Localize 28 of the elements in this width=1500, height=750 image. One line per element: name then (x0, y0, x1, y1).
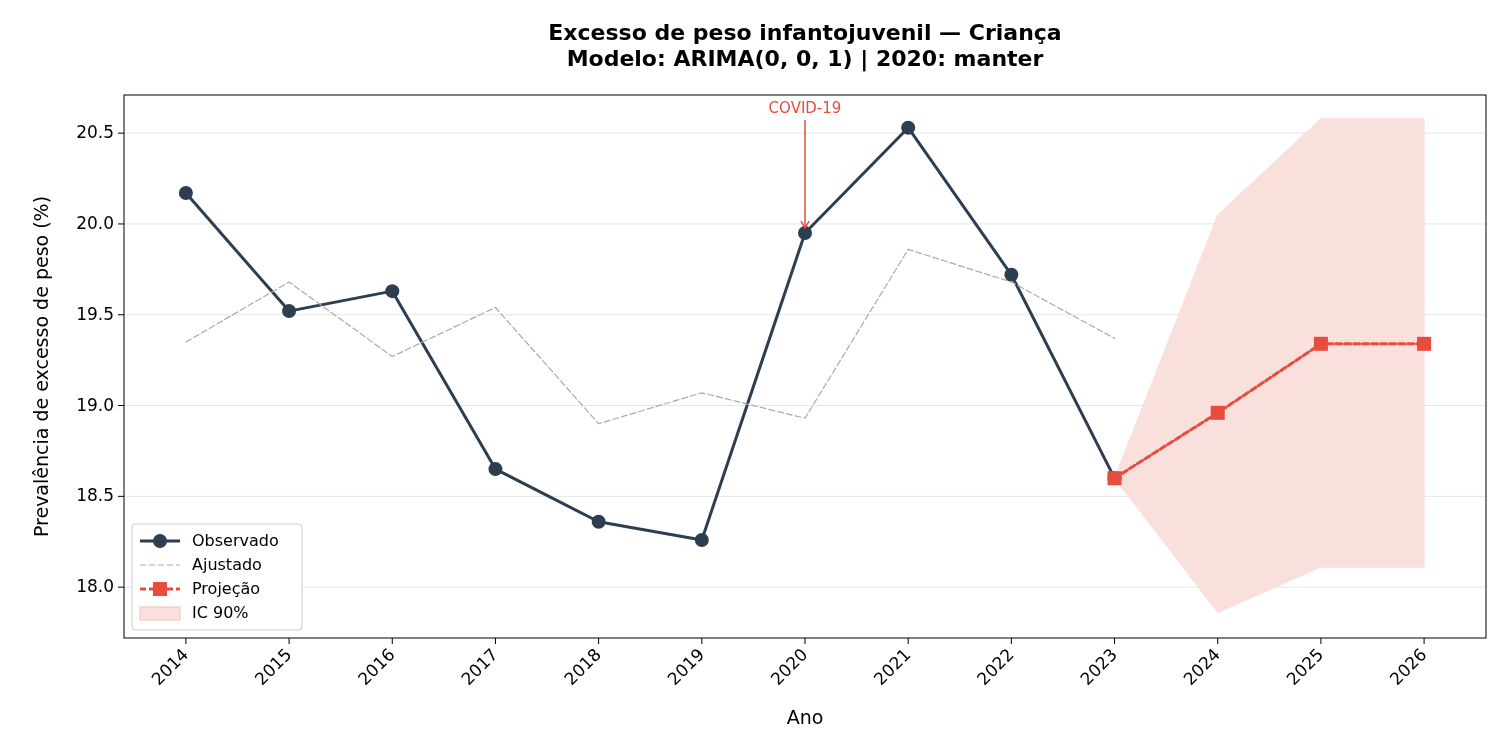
y-tick-label: 20.5 (76, 122, 114, 143)
y-tick-label: 19.5 (76, 303, 114, 324)
point (1004, 267, 1019, 282)
legend-label: Ajustado (192, 554, 262, 574)
legend-label: Observado (192, 530, 279, 550)
legend-label: IC 90% (192, 602, 249, 622)
chart-title: Excesso de peso infantojuvenil — Criança (548, 20, 1062, 45)
point (282, 304, 297, 319)
point (591, 514, 606, 529)
point (488, 462, 503, 477)
point (178, 186, 193, 201)
y-tick-label: 19.0 (76, 394, 114, 415)
annotation: COVID-19 (768, 99, 842, 117)
point (1210, 405, 1225, 420)
y-tick-label: 18.5 (76, 485, 114, 506)
y-tick-label: 18.0 (76, 576, 114, 597)
point (1417, 336, 1432, 351)
point (385, 284, 400, 299)
point (694, 532, 709, 547)
point (901, 120, 916, 135)
y-tick-label: 20.0 (76, 212, 114, 233)
line-series (185, 248, 1116, 425)
point (798, 226, 812, 241)
legend-label: Projeção (192, 578, 261, 598)
x-axis-title: Ano (786, 706, 824, 728)
point (1313, 336, 1328, 351)
y-axis-title: Prevalência de excesso de peso (%) (30, 195, 52, 538)
chart-subtitle: Modelo: ARIMA(0, 0, 1) | 2020: manter (566, 46, 1044, 72)
